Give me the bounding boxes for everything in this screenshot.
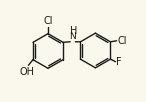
Text: N: N xyxy=(69,32,76,41)
Text: F: F xyxy=(116,57,122,67)
Text: H: H xyxy=(69,26,77,36)
Text: OH: OH xyxy=(20,67,35,77)
Text: Cl: Cl xyxy=(117,36,127,46)
Text: Cl: Cl xyxy=(43,16,53,26)
